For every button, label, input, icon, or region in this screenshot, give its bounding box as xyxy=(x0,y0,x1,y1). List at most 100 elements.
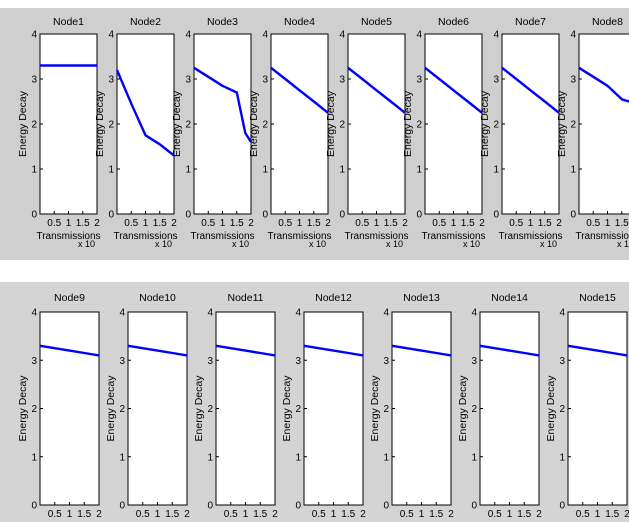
x-tick-label: 2 xyxy=(536,509,542,520)
x-tick-label: 2 xyxy=(402,218,408,229)
axes-frame xyxy=(347,33,406,215)
subplot-title: Node11 xyxy=(227,292,263,304)
x-tick-label: 0.5 xyxy=(576,509,590,520)
x-tick-label: 1 xyxy=(67,509,73,520)
y-tick-label: 2 xyxy=(31,404,37,415)
y-tick-label: 0 xyxy=(108,210,114,221)
subplot-title: Node14 xyxy=(491,292,528,304)
top-subplot-1: 0 1 2 3 4 0.5 1 1.5 2 Node1 Energy Decay Transmissi… xyxy=(17,16,101,249)
y-tick-label: 0 xyxy=(339,210,345,221)
x-tick-label: 1 xyxy=(155,509,161,520)
x-tick-label: 1.5 xyxy=(165,509,179,520)
y-tick-label: 4 xyxy=(295,308,301,319)
y-tick-label: 4 xyxy=(339,30,345,41)
x-tick-label: 1.5 xyxy=(253,509,267,520)
y-axis-label: Energy Decay xyxy=(479,90,491,157)
x-axis-multiplier: x 10 xyxy=(309,239,326,249)
energy-decay-line xyxy=(479,344,540,357)
y-tick-label: 1 xyxy=(262,165,268,176)
top-subplot-7: 0 1 2 3 4 0.5 1 1.5 2 Node7 Energy Decay Transmissi… xyxy=(479,16,563,249)
y-tick-label: 4 xyxy=(570,30,576,41)
x-tick-label: 1.5 xyxy=(384,218,398,229)
y-tick-label: 2 xyxy=(119,404,125,415)
y-axis-label: Energy Decay xyxy=(325,90,337,157)
x-tick-label: 0.5 xyxy=(400,509,414,520)
y-tick-label: 2 xyxy=(339,120,345,131)
y-tick-label: 3 xyxy=(108,75,114,86)
y-tick-label: 2 xyxy=(262,120,268,131)
y-tick-label: 1 xyxy=(119,452,125,463)
y-tick-label: 2 xyxy=(108,120,114,131)
bottom-subplot-3: 0 1 2 3 4 0.5 1 1.5 2 Node11 Energy Decay xyxy=(193,292,278,520)
y-tick-label: 4 xyxy=(31,308,37,319)
x-tick-label: 2 xyxy=(448,509,454,520)
axes-frame xyxy=(424,33,483,215)
x-axis-label: Transmissions xyxy=(344,231,408,242)
x-tick-label: 0.5 xyxy=(586,218,600,229)
y-tick-label: 1 xyxy=(416,165,422,176)
y-tick-label: 1 xyxy=(570,165,576,176)
y-tick-label: 1 xyxy=(108,165,114,176)
subplot-title: Node15 xyxy=(579,292,616,304)
axes-frame xyxy=(270,33,329,215)
top-subplot-5: 0 1 2 3 4 0.5 1 1.5 2 Node5 Energy Decay Transmissi… xyxy=(325,16,409,249)
subplot-title: Node8 xyxy=(592,16,623,28)
x-tick-label: 2 xyxy=(479,218,485,229)
x-tick-label: 2 xyxy=(94,218,100,229)
y-tick-label: 0 xyxy=(570,210,576,221)
bottom-subplot-2: 0 1 2 3 4 0.5 1 1.5 2 Node10 Energy Decay xyxy=(105,292,190,520)
y-axis-label: Energy Decay xyxy=(402,90,414,157)
y-axis-label: Energy Decay xyxy=(193,375,205,442)
subplot-title: Node3 xyxy=(207,16,238,28)
x-axis-label: Transmissions xyxy=(421,231,485,242)
x-axis-label: Transmissions xyxy=(267,231,331,242)
x-tick-label: 2 xyxy=(248,218,254,229)
x-tick-label: 2 xyxy=(556,218,562,229)
x-tick-label: 2 xyxy=(96,509,102,520)
energy-decay-line xyxy=(39,344,100,357)
subplot-title: Node2 xyxy=(130,16,161,28)
bottom-figure-panel: 0 1 2 3 4 0.5 1 1.5 2 Node9 Energy Decay 0 1 2 3 4 0.5 1 1… xyxy=(0,282,629,522)
y-tick-label: 1 xyxy=(383,452,389,463)
x-tick-label: 2 xyxy=(171,218,177,229)
x-tick-label: 1 xyxy=(220,218,226,229)
y-tick-label: 0 xyxy=(559,501,565,512)
y-tick-label: 3 xyxy=(185,75,191,86)
y-axis-label: Energy Decay xyxy=(94,90,106,157)
x-tick-label: 0.5 xyxy=(47,218,61,229)
x-tick-label: 1 xyxy=(66,218,72,229)
top-subplot-4: 0 1 2 3 4 0.5 1 1.5 2 Node4 Energy Decay Transmissi… xyxy=(248,16,332,249)
y-tick-label: 3 xyxy=(383,356,389,367)
axes-frame xyxy=(193,33,252,215)
y-tick-label: 4 xyxy=(119,308,125,319)
bottom-subplot-4: 0 1 2 3 4 0.5 1 1.5 2 Node12 Energy Decay xyxy=(281,292,366,520)
bottom-subplot-1: 0 1 2 3 4 0.5 1 1.5 2 Node9 Energy Decay xyxy=(17,292,102,520)
y-tick-label: 3 xyxy=(31,356,37,367)
y-tick-label: 0 xyxy=(185,210,191,221)
energy-decay-line xyxy=(193,66,253,143)
y-tick-label: 2 xyxy=(207,404,213,415)
y-tick-label: 3 xyxy=(207,356,213,367)
x-tick-label: 1 xyxy=(507,509,513,520)
y-tick-label: 4 xyxy=(207,308,213,319)
x-tick-label: 1 xyxy=(374,218,380,229)
y-tick-label: 0 xyxy=(416,210,422,221)
x-axis-label: Transmissions xyxy=(498,231,562,242)
y-tick-label: 3 xyxy=(416,75,422,86)
y-axis-label: Energy Decay xyxy=(545,375,557,442)
axes-frame xyxy=(303,311,364,506)
subplot-title: Node12 xyxy=(315,292,352,304)
x-tick-label: 1.5 xyxy=(307,218,321,229)
x-axis-multiplier: x 10 xyxy=(155,239,172,249)
y-tick-label: 0 xyxy=(383,501,389,512)
axes-frame xyxy=(39,311,100,506)
x-axis-multiplier: x 10 xyxy=(463,239,480,249)
x-tick-label: 1.5 xyxy=(76,218,90,229)
x-axis-label: Transmissions xyxy=(113,231,177,242)
x-tick-label: 1 xyxy=(595,509,601,520)
y-tick-label: 2 xyxy=(493,120,499,131)
subplot-title: Node9 xyxy=(54,292,85,304)
y-tick-label: 4 xyxy=(108,30,114,41)
x-tick-label: 2 xyxy=(360,509,366,520)
